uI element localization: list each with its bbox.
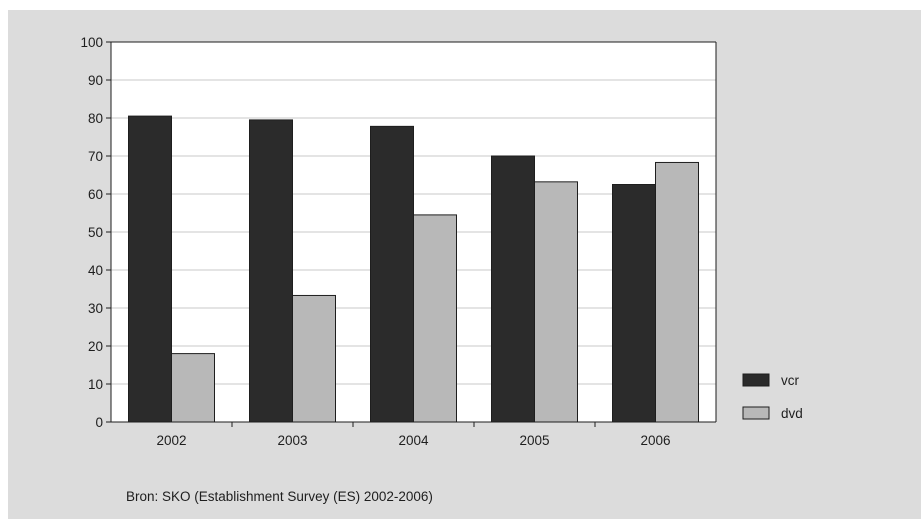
legend-swatch-dvd bbox=[742, 406, 770, 420]
bar-dvd-2006 bbox=[655, 161, 699, 423]
y-tick-label-90: 90 bbox=[88, 73, 103, 88]
bar-dvd-2004 bbox=[413, 214, 457, 423]
y-tick-label-70: 70 bbox=[88, 149, 103, 164]
x-tick-label-2003: 2003 bbox=[277, 433, 307, 448]
x-tick-label-2005: 2005 bbox=[519, 433, 549, 448]
legend-swatch-vcr bbox=[742, 373, 770, 387]
bar-vcr-2005 bbox=[491, 155, 535, 423]
y-tick-label-60: 60 bbox=[88, 187, 103, 202]
bar-dvd-2002 bbox=[171, 353, 215, 423]
bar-dvd-2005 bbox=[534, 181, 578, 423]
chart-figure: 0 10 20 30 40 50 60 70 80 90 100 2002 2003 2004 2005 20… bbox=[8, 10, 921, 519]
y-tick-label-0: 0 bbox=[95, 415, 103, 430]
legend-label-dvd: dvd bbox=[781, 406, 803, 421]
legend-label-vcr: vcr bbox=[781, 373, 800, 388]
bar-vcr-2006 bbox=[612, 184, 656, 423]
x-tick-label-2004: 2004 bbox=[398, 433, 429, 448]
bar-vcr-2002 bbox=[128, 115, 172, 423]
y-tick-label-20: 20 bbox=[88, 339, 103, 354]
y-tick-label-10: 10 bbox=[88, 377, 103, 392]
y-tick-label-30: 30 bbox=[88, 301, 103, 316]
bar-dvd-2003 bbox=[292, 294, 336, 423]
bar-chart: 0 10 20 30 40 50 60 70 80 90 100 2002 2003 2004 2005 20… bbox=[80, 35, 803, 448]
y-tick-label-100: 100 bbox=[80, 35, 103, 50]
x-tick-label-2002: 2002 bbox=[156, 433, 186, 448]
y-tick-label-80: 80 bbox=[88, 111, 103, 126]
y-tick-label-40: 40 bbox=[88, 263, 103, 278]
bar-vcr-2003 bbox=[249, 119, 293, 423]
source-note: Bron: SKO (Establishment Survey (ES) 200… bbox=[126, 489, 433, 504]
bar-vcr-2004 bbox=[370, 125, 414, 423]
y-tick-label-50: 50 bbox=[88, 225, 103, 240]
x-tick-label-2006: 2006 bbox=[640, 433, 670, 448]
